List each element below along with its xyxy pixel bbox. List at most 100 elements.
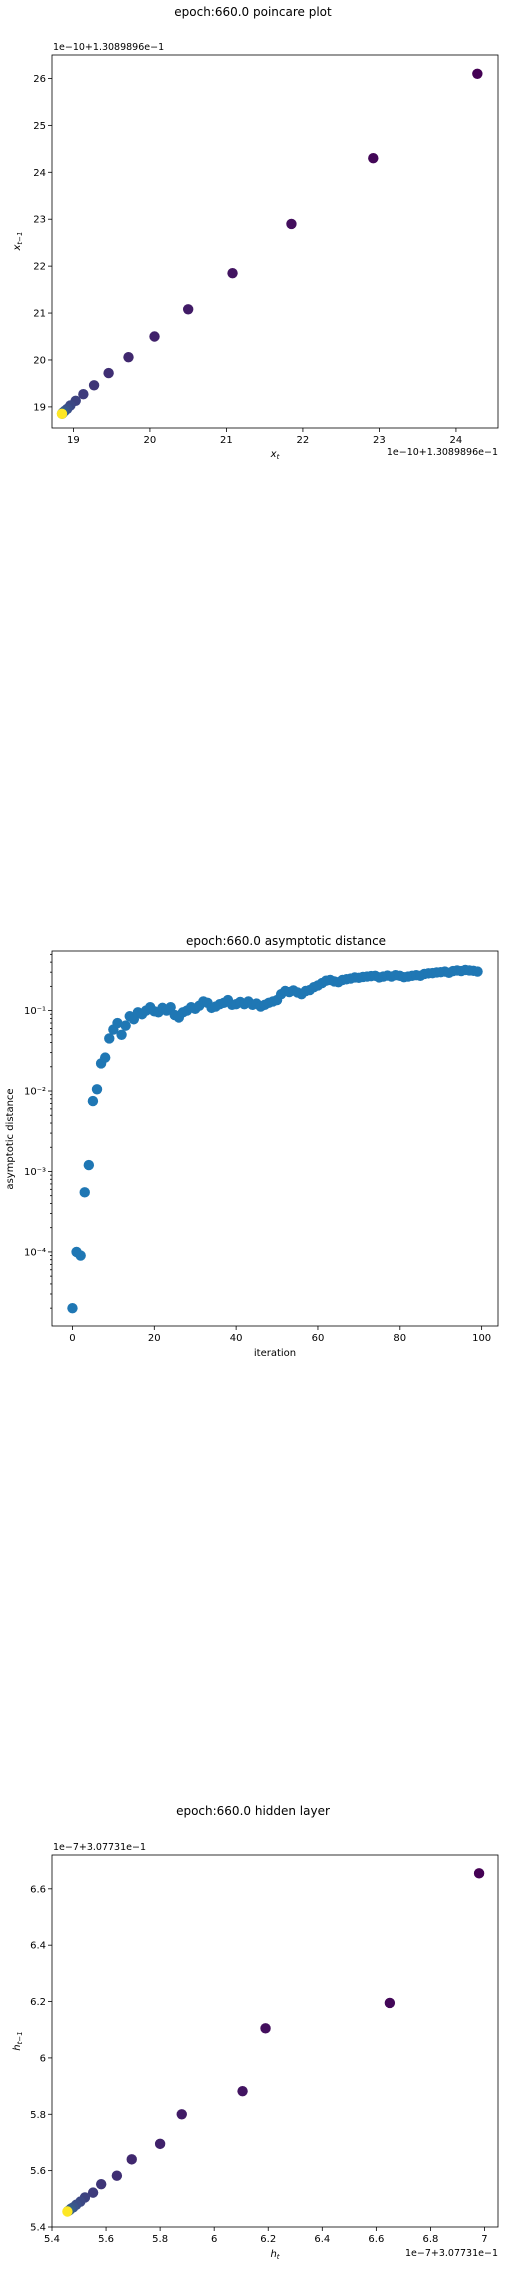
x-tick-label: 19 xyxy=(67,435,80,446)
data-point xyxy=(149,331,160,342)
data-point xyxy=(75,1250,86,1261)
plot-area xyxy=(51,950,499,1327)
x-tick-label: 20 xyxy=(148,1333,161,1344)
y-axis-label: xt−1 xyxy=(12,232,24,252)
y-tick-label: 5.8 xyxy=(30,2110,46,2121)
x-tick-label: 20 xyxy=(144,435,157,446)
data-point xyxy=(384,1997,396,2009)
x-tick-label: 80 xyxy=(393,1333,406,1344)
y-tick-label: 23 xyxy=(33,215,46,226)
y-tick-label: 6.6 xyxy=(30,1884,46,1895)
y-offset-label: 1e−7+3.07731e−1 xyxy=(53,1842,146,1853)
y-offset-label: 1e−10+1.3089896e−1 xyxy=(53,42,164,53)
data-point xyxy=(368,153,379,164)
chart-title: epoch:660.0 poincare plot xyxy=(174,5,332,19)
data-point xyxy=(112,1017,123,1029)
data-point xyxy=(126,2154,137,2165)
data-point xyxy=(116,1029,127,1040)
y-tick-label: 19 xyxy=(33,402,46,413)
x-tick-label: 6.8 xyxy=(422,2234,438,2245)
axis-ticks: 5.4 5.6 5.8 6 6.2 6.4 6.6 6.8 7 5.4 5.6 5.8 6 6.2 6.4 6… xyxy=(30,1884,488,2245)
y-tick-label: 6.4 xyxy=(30,1941,46,1952)
data-point xyxy=(123,351,134,363)
chart-title: epoch:660.0 hidden layer xyxy=(176,1804,330,1818)
x-tick-label: 5.8 xyxy=(152,2234,168,2245)
x-axis-label: iteration xyxy=(254,1348,296,1359)
poincare-plot-chart: epoch:660.0 poincare plot 1e−10+1.308989… xyxy=(12,5,499,461)
data-point xyxy=(165,1002,176,1013)
data-point xyxy=(154,2138,166,2150)
x-tick-label: 7 xyxy=(481,2234,487,2245)
x-tick-label: 100 xyxy=(472,1333,491,1344)
plot-area xyxy=(51,54,499,429)
data-point xyxy=(87,2187,99,2198)
data-point xyxy=(472,68,483,79)
y-tick-label: 5.4 xyxy=(30,2223,46,2234)
x-tick-label: 6.6 xyxy=(368,2234,384,2245)
data-point xyxy=(95,2178,107,2190)
y-tick-label: 5.6 xyxy=(30,2166,46,2177)
y-tick-label: 10⁻¹ xyxy=(24,1006,46,1017)
data-point xyxy=(78,389,89,400)
x-tick-label: 60 xyxy=(312,1333,325,1344)
data-point xyxy=(237,2085,248,2097)
y-tick-label: 20 xyxy=(33,355,46,366)
data-point xyxy=(103,367,114,379)
y-tick-label: 10⁻³ xyxy=(24,1167,46,1178)
x-tick-label: 40 xyxy=(230,1333,243,1344)
data-point xyxy=(79,1187,90,1198)
data-point xyxy=(176,2109,187,2120)
x-tick-label: 5.6 xyxy=(98,2234,114,2245)
y-axis-label: asymptotic distance xyxy=(5,1088,16,1189)
data-marks xyxy=(67,964,483,1314)
y-tick-label: 22 xyxy=(33,262,46,273)
y-axis-label: ht−1 xyxy=(12,2031,24,2050)
data-point xyxy=(56,408,68,420)
x-tick-label: 6 xyxy=(211,2234,217,2245)
x-tick-label: 5.4 xyxy=(44,2234,60,2245)
data-point xyxy=(227,267,238,279)
data-point xyxy=(120,1020,131,1031)
y-tick-label: 26 xyxy=(33,74,46,85)
y-tick-label: 24 xyxy=(33,168,46,179)
data-point xyxy=(67,1302,78,1314)
data-point xyxy=(83,1159,95,1171)
y-tick-label: 10⁻⁴ xyxy=(24,1247,46,1258)
x-tick-label: 23 xyxy=(373,435,386,446)
y-tick-label: 21 xyxy=(33,309,46,320)
axis-ticks: 19 20 21 22 23 24 19 20 21 22 23 24 25 26 xyxy=(33,74,462,446)
x-tick-label: 0 xyxy=(69,1333,75,1344)
chart-title: epoch:660.0 asymptotic distance xyxy=(186,934,386,948)
data-marks xyxy=(62,1868,485,2217)
data-point xyxy=(286,218,297,230)
x-offset-label: 1e−10+1.3089896e−1 xyxy=(387,447,498,458)
data-point xyxy=(62,2206,73,2217)
data-point xyxy=(473,1868,485,1879)
asymptotic-distance-chart: epoch:660.0 asymptotic distance 0 20 40 60 8… xyxy=(5,934,499,1359)
data-point xyxy=(87,1095,99,1107)
data-point xyxy=(182,304,194,315)
x-tick-label: 6.4 xyxy=(314,2234,330,2245)
hidden-layer-chart: epoch:660.0 hidden layer 1e−7+3.07731e−1… xyxy=(12,1804,499,2261)
data-point xyxy=(260,2023,271,2034)
data-point xyxy=(104,1033,115,1044)
y-tick-label: 10⁻² xyxy=(24,1087,46,1098)
data-point xyxy=(99,1052,111,1063)
data-marks xyxy=(56,68,483,420)
plot-area xyxy=(51,1854,499,2228)
x-tick-label: 21 xyxy=(220,435,233,446)
y-tick-label: 6.2 xyxy=(30,1997,46,2008)
y-tick-label: 6 xyxy=(40,2053,46,2064)
data-point xyxy=(91,1084,103,1095)
x-tick-label: 22 xyxy=(297,435,310,446)
x-offset-label: 1e−7+3.07731e−1 xyxy=(405,2248,498,2259)
data-point xyxy=(111,2170,123,2181)
x-tick-label: 6.2 xyxy=(260,2234,276,2245)
data-point xyxy=(472,966,483,977)
x-axis-label: xt xyxy=(270,449,280,461)
data-point xyxy=(88,380,100,391)
x-tick-label: 24 xyxy=(450,435,463,446)
y-tick-label: 25 xyxy=(33,121,46,132)
axis-ticks: 0 20 40 60 80 100 10⁻⁴ 10⁻³ 10⁻² 10⁻¹ xyxy=(24,953,491,1344)
